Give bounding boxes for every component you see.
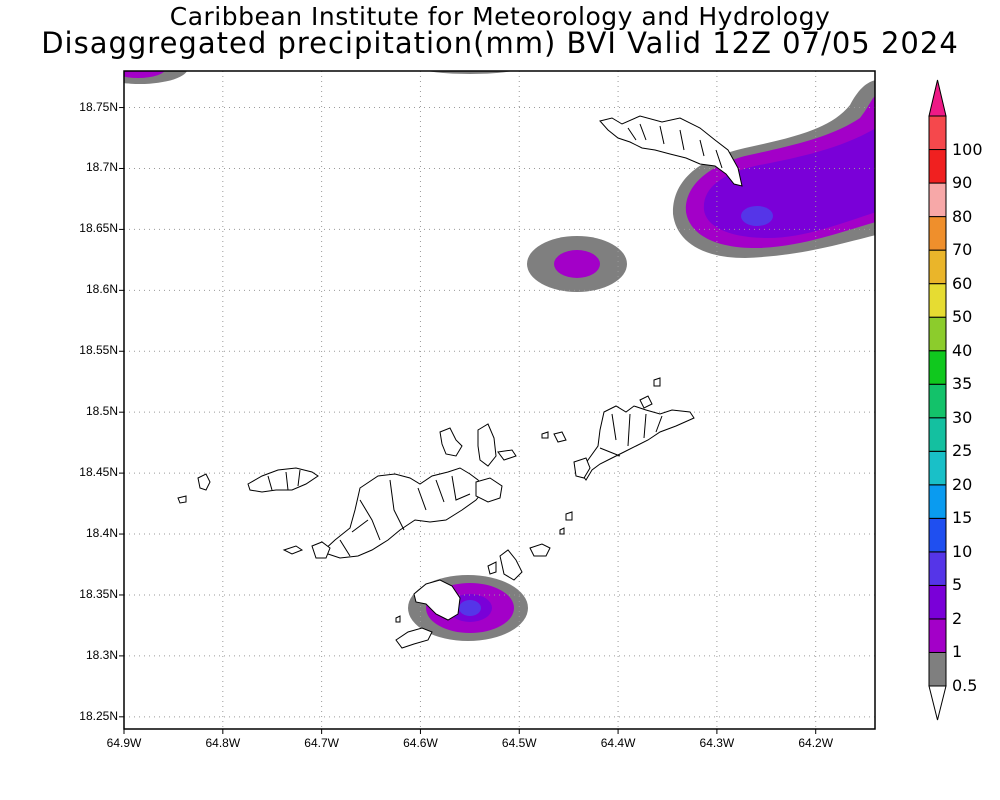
small-island [282, 545, 304, 555]
lat-tick-label: 18.6N [85, 282, 118, 297]
colorbar-bottom-arrow [928, 685, 947, 721]
colorbar-label: 1 [952, 642, 963, 662]
colorbar-label: 40 [952, 340, 973, 360]
tortola-island [339, 475, 471, 557]
axis-ticks [119, 107, 817, 734]
colorbar-swatch [928, 651, 947, 687]
colorbar-label: 0.5 [952, 676, 978, 695]
small-island [573, 457, 591, 479]
colorbar-swatch [928, 182, 947, 218]
lat-tick-label: 18.65N [79, 221, 118, 236]
lon-tick-label: 64.4W [600, 736, 636, 750]
map-grid [123, 71, 875, 729]
lon-tick-label: 64.9W [106, 736, 142, 750]
lat-tick-label: 18.55N [79, 343, 118, 358]
small-island [639, 395, 653, 409]
small-island [565, 511, 573, 521]
jost-van-dyke-island [267, 469, 301, 491]
precip-band-1-2 [124, 71, 165, 78]
colorbar-swatch [928, 517, 947, 553]
anegada-island [627, 123, 723, 169]
small-island [653, 377, 661, 387]
lon-tick-label: 64.8W [205, 736, 241, 750]
colorbar-label: 10 [952, 541, 973, 561]
precip-band-1-2 [554, 250, 600, 278]
small-island [559, 527, 565, 535]
precip-band-5-10 [459, 600, 481, 616]
colorbar-swatch [928, 584, 947, 620]
lat-tick-label: 18.35N [79, 586, 118, 601]
colorbar-swatch [928, 383, 947, 419]
colorbar-label: 15 [952, 508, 973, 528]
precip-fields [124, 71, 875, 641]
virgin-gorda-island [599, 413, 663, 457]
map-frame [123, 70, 876, 730]
jost-van-dyke-island [247, 467, 319, 493]
colorbar-label: 30 [952, 407, 973, 427]
small-island [197, 473, 211, 491]
lat-tick-label: 18.45N [79, 465, 118, 480]
colorbar-swatch [928, 216, 947, 251]
small-island [497, 449, 517, 461]
lon-tick-label: 64.5W [501, 736, 537, 750]
peter-island [413, 579, 461, 621]
small-island [395, 615, 401, 623]
tortola-island [321, 467, 485, 559]
colorbar-label: 70 [952, 240, 973, 260]
lat-tick-label: 18.5N [85, 404, 118, 419]
small-island [499, 549, 523, 581]
colorbar-swatch [928, 115, 947, 151]
colorbar-label: 5 [952, 575, 963, 595]
colorbar-top-arrow [928, 79, 947, 117]
colorbar-label: 2 [952, 608, 963, 628]
chart-subtitle: Disaggregated precipitation(mm) BVI Vali… [41, 26, 959, 60]
small-island [541, 431, 549, 439]
beef-island [475, 477, 503, 503]
small-island [487, 561, 497, 575]
colorbar [928, 79, 947, 721]
small-island [177, 495, 187, 504]
small-island [439, 427, 463, 457]
virgin-gorda-island [579, 405, 695, 481]
colorbar-label: 80 [952, 206, 973, 226]
anegada-island [599, 115, 743, 187]
colorbar-swatch [928, 417, 947, 452]
lat-tick-label: 18.4N [85, 526, 118, 541]
lat-tick-label: 18.25N [79, 708, 118, 723]
colorbar-swatch [928, 283, 947, 318]
small-island [477, 423, 497, 467]
colorbar-label: 35 [952, 374, 973, 394]
precip-band-0-5-1 [124, 71, 188, 84]
lat-tick-label: 18.75N [79, 99, 118, 114]
colorbar-label: 100 [952, 139, 983, 159]
colorbar-label: 60 [952, 273, 973, 293]
colorbar-swatch [928, 350, 947, 385]
islands [177, 115, 743, 649]
lon-tick-label: 64.3W [699, 736, 735, 750]
colorbar-swatch [928, 618, 947, 653]
colorbar-label: 90 [952, 173, 973, 193]
small-island [311, 541, 331, 559]
small-island [529, 543, 551, 557]
lat-tick-label: 18.7N [85, 160, 118, 175]
colorbar-swatch [928, 249, 947, 285]
norman-island [395, 627, 433, 649]
small-island [553, 431, 567, 443]
colorbar-label: 50 [952, 307, 973, 327]
colorbar-swatch [928, 149, 947, 184]
colorbar-swatch [928, 316, 947, 352]
colorbar-label: 25 [952, 441, 973, 461]
colorbar-swatch [928, 484, 947, 519]
colorbar-swatch [928, 450, 947, 486]
lon-tick-label: 64.7W [304, 736, 339, 750]
colorbar-swatch [928, 551, 947, 586]
lat-tick-label: 18.3N [85, 647, 118, 662]
lon-tick-label: 64.6W [403, 736, 438, 750]
chart-title: Caribbean Institute for Meteorology and … [169, 2, 831, 31]
precip-band-5-10 [741, 206, 773, 226]
lon-tick-label: 64.2W [798, 736, 834, 750]
colorbar-label: 20 [952, 474, 973, 494]
